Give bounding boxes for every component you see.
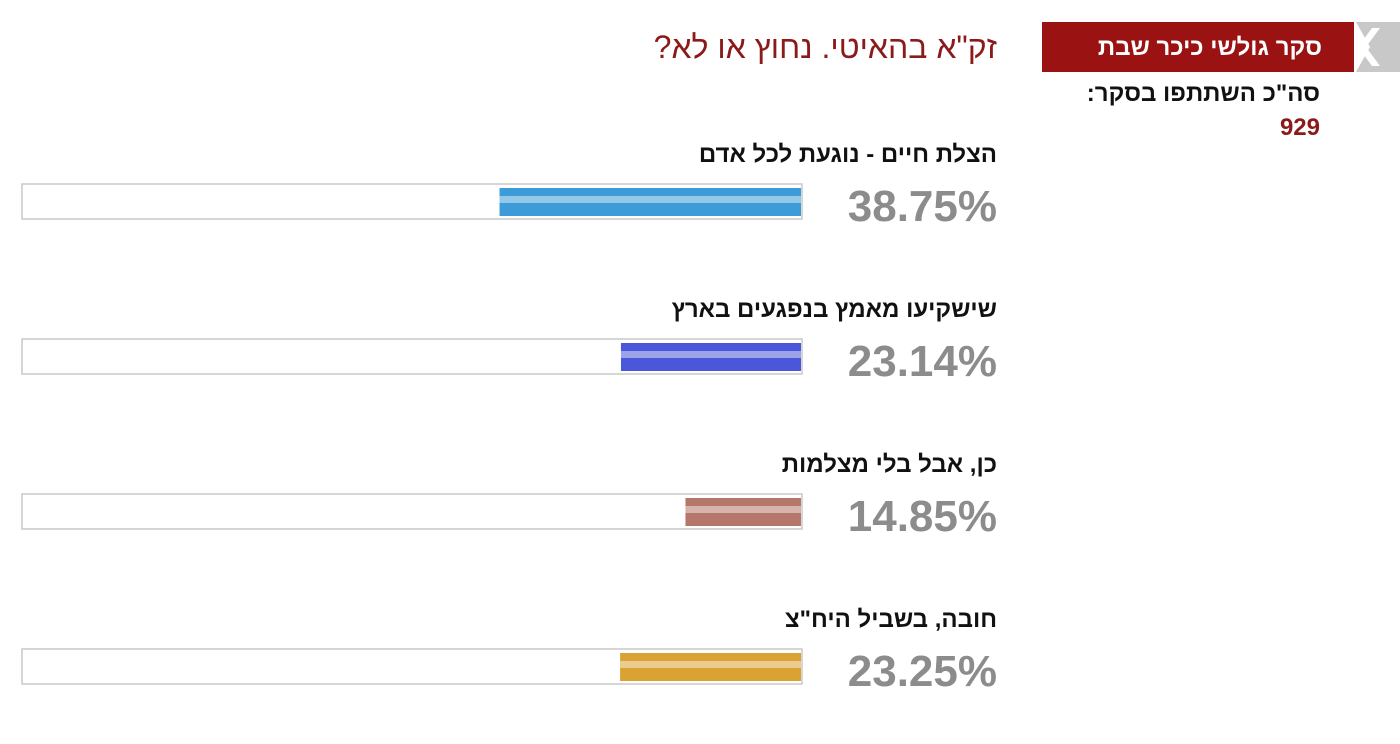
value-label: 23.25% xyxy=(848,647,997,696)
bar xyxy=(685,498,801,526)
option-label: הצלת חיים - נוגעת לכל אדם xyxy=(699,141,997,168)
bar-shine xyxy=(620,661,801,668)
option-label: כן, אבל בלי מצלמות xyxy=(782,451,997,478)
poll-question: זק"א בהאיטי. נחוץ או לא? xyxy=(654,29,997,65)
value-label: 38.75% xyxy=(848,182,997,231)
bar xyxy=(620,653,801,681)
bar-shine xyxy=(499,196,801,203)
badge-title: סקר גולשי כיכר שבת xyxy=(1098,34,1322,61)
option-label: שישקיעו מאמץ בנפגעים בארץ xyxy=(672,296,997,323)
bar-shine xyxy=(685,506,801,513)
value-label: 23.14% xyxy=(848,337,997,386)
bar xyxy=(499,188,801,216)
bar-track xyxy=(21,493,803,530)
value-label: 14.85% xyxy=(848,492,997,541)
participants-count: 929 xyxy=(1280,114,1320,141)
badge xyxy=(1042,22,1354,72)
option-label: חובה, בשביל היח"צ xyxy=(785,606,997,633)
badge-arrow xyxy=(1356,22,1400,72)
participants-label: סה"כ השתתפו בסקר: xyxy=(1087,80,1320,107)
bar-shine xyxy=(620,351,801,358)
badge-chevron xyxy=(1358,28,1380,66)
bar xyxy=(620,343,801,371)
